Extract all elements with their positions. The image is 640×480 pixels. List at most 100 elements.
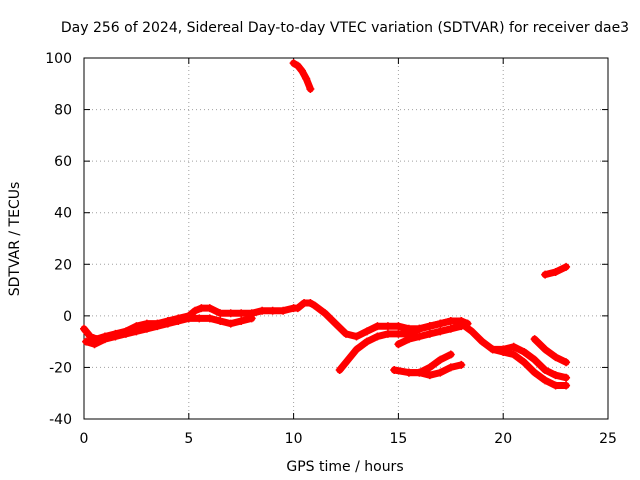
data-point — [226, 309, 235, 318]
data-point — [321, 309, 330, 318]
data-point — [541, 376, 550, 385]
data-point — [551, 371, 560, 380]
series-evening-lower — [488, 345, 571, 390]
data-point — [373, 322, 382, 331]
series-night-rise — [335, 317, 466, 375]
data-point — [342, 358, 350, 367]
data-point — [562, 373, 571, 382]
data-point — [132, 327, 141, 336]
x-tick-labels: 0 5 10 15 20 25 — [80, 431, 617, 447]
data-point — [293, 61, 302, 70]
data-marks — [80, 59, 571, 390]
chart-title: Day 256 of 2024, Sidereal Day-to-day VTE… — [61, 20, 629, 36]
data-point — [90, 340, 99, 349]
data-point — [111, 332, 120, 341]
series-dip-arc-b — [404, 350, 455, 377]
data-point — [530, 335, 539, 344]
data-point — [404, 368, 413, 377]
data-point — [394, 322, 403, 331]
data-point — [82, 337, 91, 346]
x-tick-label: 10 — [285, 431, 303, 447]
data-point — [191, 306, 200, 315]
x-axis-label: GPS time / hours — [286, 459, 403, 475]
data-point — [499, 347, 508, 356]
data-point — [415, 368, 424, 377]
data-point — [121, 329, 130, 338]
data-point — [415, 332, 424, 341]
data-point — [562, 381, 571, 390]
x-tick-label: 25 — [599, 431, 617, 447]
data-point — [352, 332, 361, 341]
data-point — [297, 66, 306, 75]
data-point — [216, 317, 225, 326]
data-point — [174, 317, 183, 326]
data-point — [184, 314, 193, 323]
data-point — [247, 314, 256, 323]
y-tick-label: 80 — [54, 103, 72, 119]
data-point — [142, 324, 151, 333]
data-point — [509, 342, 518, 351]
y-tick-label: -40 — [49, 412, 72, 428]
data-point — [404, 335, 413, 344]
data-point — [551, 353, 560, 362]
data-point — [226, 319, 235, 328]
data-point — [457, 322, 466, 331]
y-tick-label: 60 — [54, 154, 72, 170]
data-point — [390, 366, 399, 375]
data-point — [509, 350, 518, 359]
data-point — [216, 309, 225, 318]
data-point — [446, 350, 455, 359]
data-point — [446, 363, 455, 372]
data-point — [394, 340, 403, 349]
data-point — [436, 355, 445, 364]
data-point — [86, 332, 95, 341]
data-point — [373, 332, 382, 341]
data-point — [362, 337, 371, 346]
data-point — [100, 335, 109, 344]
data-point — [520, 347, 529, 356]
y-tick-label: 100 — [45, 51, 72, 67]
data-point — [562, 358, 571, 367]
data-point — [258, 306, 267, 315]
data-point — [436, 327, 445, 336]
data-point — [425, 329, 434, 338]
data-point — [530, 368, 539, 377]
data-point — [436, 368, 445, 377]
y-tick-labels: -40 -20 0 20 40 60 80 100 — [45, 51, 72, 428]
data-point — [446, 317, 455, 326]
series-trace — [531, 335, 570, 366]
data-point — [331, 319, 340, 328]
data-point — [425, 322, 434, 331]
data-point — [205, 314, 214, 323]
data-point — [268, 306, 277, 315]
axis-ticks — [83, 57, 609, 420]
data-point — [436, 319, 445, 328]
x-tick-label: 20 — [494, 431, 512, 447]
series-top-arc — [289, 59, 315, 93]
data-point — [520, 358, 529, 367]
data-point — [541, 366, 550, 375]
data-point — [306, 298, 315, 307]
data-point — [342, 329, 350, 338]
y-axis-label: SDTVAR / TECUs — [7, 182, 23, 297]
data-point — [306, 84, 315, 93]
data-point — [335, 366, 344, 375]
data-point — [237, 309, 246, 318]
series-night-rise-b — [394, 322, 466, 349]
data-point — [195, 314, 204, 323]
x-tick-label: 5 — [184, 431, 193, 447]
data-point — [289, 59, 298, 68]
data-point — [415, 324, 424, 333]
y-tick-label: -20 — [49, 360, 72, 376]
data-point — [425, 371, 434, 380]
data-point — [383, 322, 392, 331]
data-point — [478, 337, 487, 346]
data-point — [541, 270, 550, 279]
data-point — [163, 319, 172, 328]
data-point — [551, 268, 560, 277]
plot-frame — [83, 57, 609, 420]
data-point — [197, 304, 206, 313]
data-point — [80, 324, 88, 333]
data-point — [394, 329, 403, 338]
